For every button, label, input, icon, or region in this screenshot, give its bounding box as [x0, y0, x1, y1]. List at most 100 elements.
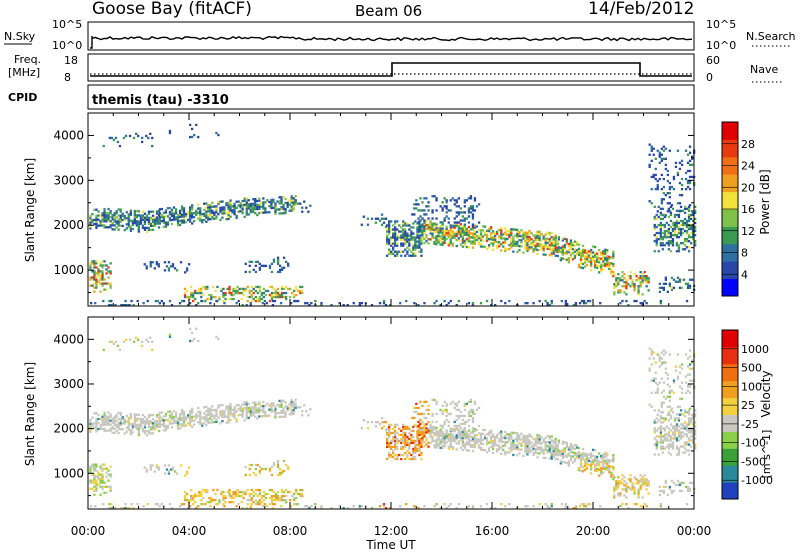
power-cell [481, 245, 485, 248]
power-cell [297, 289, 300, 293]
velocity-cell [423, 428, 426, 432]
power-cell [294, 199, 297, 202]
velocity-cell [500, 432, 503, 435]
power-cell [162, 219, 165, 223]
power-cell [637, 285, 640, 288]
velocity-cell [412, 435, 415, 439]
velocity-cell [107, 469, 110, 472]
power-cell [465, 239, 468, 243]
velocity-cell [143, 420, 147, 423]
power-cell [504, 239, 507, 242]
power-cell [694, 244, 697, 247]
power-cell [292, 197, 295, 200]
power-cell [538, 238, 541, 242]
velocity-cell [125, 420, 128, 423]
velocity-cell [254, 403, 257, 406]
velocity-cell [107, 485, 110, 488]
velocity-cell [231, 414, 234, 417]
power-colorbar-tick: 24 [741, 160, 755, 173]
velocity-cell [457, 436, 460, 439]
power-cell [396, 234, 399, 237]
velocity-cell [254, 411, 257, 414]
velocity-cell [441, 424, 444, 428]
velocity-cell [687, 419, 691, 422]
power-cell [657, 223, 660, 227]
velocity-cell [406, 435, 409, 439]
velocity-cell [694, 447, 697, 450]
power-cell [374, 221, 378, 224]
power-cell [619, 291, 622, 294]
velocity-cell [459, 436, 462, 439]
power-cell [655, 231, 658, 235]
velocity-cell [471, 418, 475, 422]
power-cell [268, 200, 271, 204]
nave-tick-high: 60 [706, 54, 720, 67]
power-cell [408, 228, 411, 231]
power-cell [441, 227, 444, 230]
velocity-cell [544, 444, 547, 448]
velocity-cell [105, 421, 108, 424]
velocity-cell [455, 436, 458, 439]
velocity-cell [675, 427, 679, 430]
power-cell [89, 268, 92, 271]
velocity-cell [222, 490, 225, 494]
velocity-cell [101, 477, 104, 480]
velocity-cell [650, 353, 653, 356]
velocity-cell [677, 429, 681, 432]
power-cell [247, 205, 250, 208]
power-cell [390, 242, 393, 245]
velocity-cell [669, 417, 673, 420]
velocity-cell [445, 429, 448, 432]
velocity-cell [408, 447, 411, 451]
velocity-cell [225, 415, 228, 418]
power-cell [193, 133, 196, 137]
velocity-cell [483, 437, 487, 440]
power-cell [107, 216, 110, 219]
power-cell [550, 254, 553, 257]
velocity-cell [95, 475, 98, 478]
power-cell [678, 210, 682, 213]
velocity-cell [182, 418, 186, 421]
power-cell [180, 207, 184, 210]
power-cell [530, 238, 533, 241]
power-cell [174, 218, 178, 221]
power-cell [262, 197, 265, 200]
power-cell [105, 282, 108, 285]
power-cell [408, 242, 411, 245]
power-cell [115, 216, 118, 219]
velocity-cell [262, 494, 265, 498]
power-cell [564, 299, 567, 303]
power-cell [439, 304, 442, 307]
velocity-cell [694, 425, 697, 428]
velocity-cell [420, 453, 423, 457]
power-colorbar-swatch [722, 209, 738, 227]
velocity-cell [201, 422, 204, 425]
power-cell [246, 299, 249, 303]
power-cell [631, 283, 634, 286]
power-cell [544, 299, 547, 303]
velocity-cell [254, 415, 257, 418]
velocity-cell [455, 414, 458, 418]
power-cell [639, 285, 642, 288]
power-cell [404, 236, 407, 239]
power-cell [653, 217, 656, 221]
power-cell [581, 252, 585, 256]
power-cell [582, 299, 586, 303]
power-cell [600, 257, 603, 260]
velocity-cell [122, 340, 126, 343]
velocity-cell [168, 333, 172, 336]
power-cell [402, 222, 405, 225]
power-cell [548, 254, 551, 257]
power-cell [457, 211, 460, 214]
power-cell [352, 302, 355, 305]
power-cell [536, 232, 539, 235]
power-cell [386, 224, 389, 227]
power-cell [143, 226, 147, 229]
velocity-cell [550, 443, 553, 446]
power-cell [89, 219, 92, 222]
velocity-cell [661, 441, 664, 444]
power-cell [417, 217, 420, 220]
velocity-cell [396, 457, 399, 461]
power-cell [417, 221, 420, 224]
velocity-cell [191, 411, 194, 414]
